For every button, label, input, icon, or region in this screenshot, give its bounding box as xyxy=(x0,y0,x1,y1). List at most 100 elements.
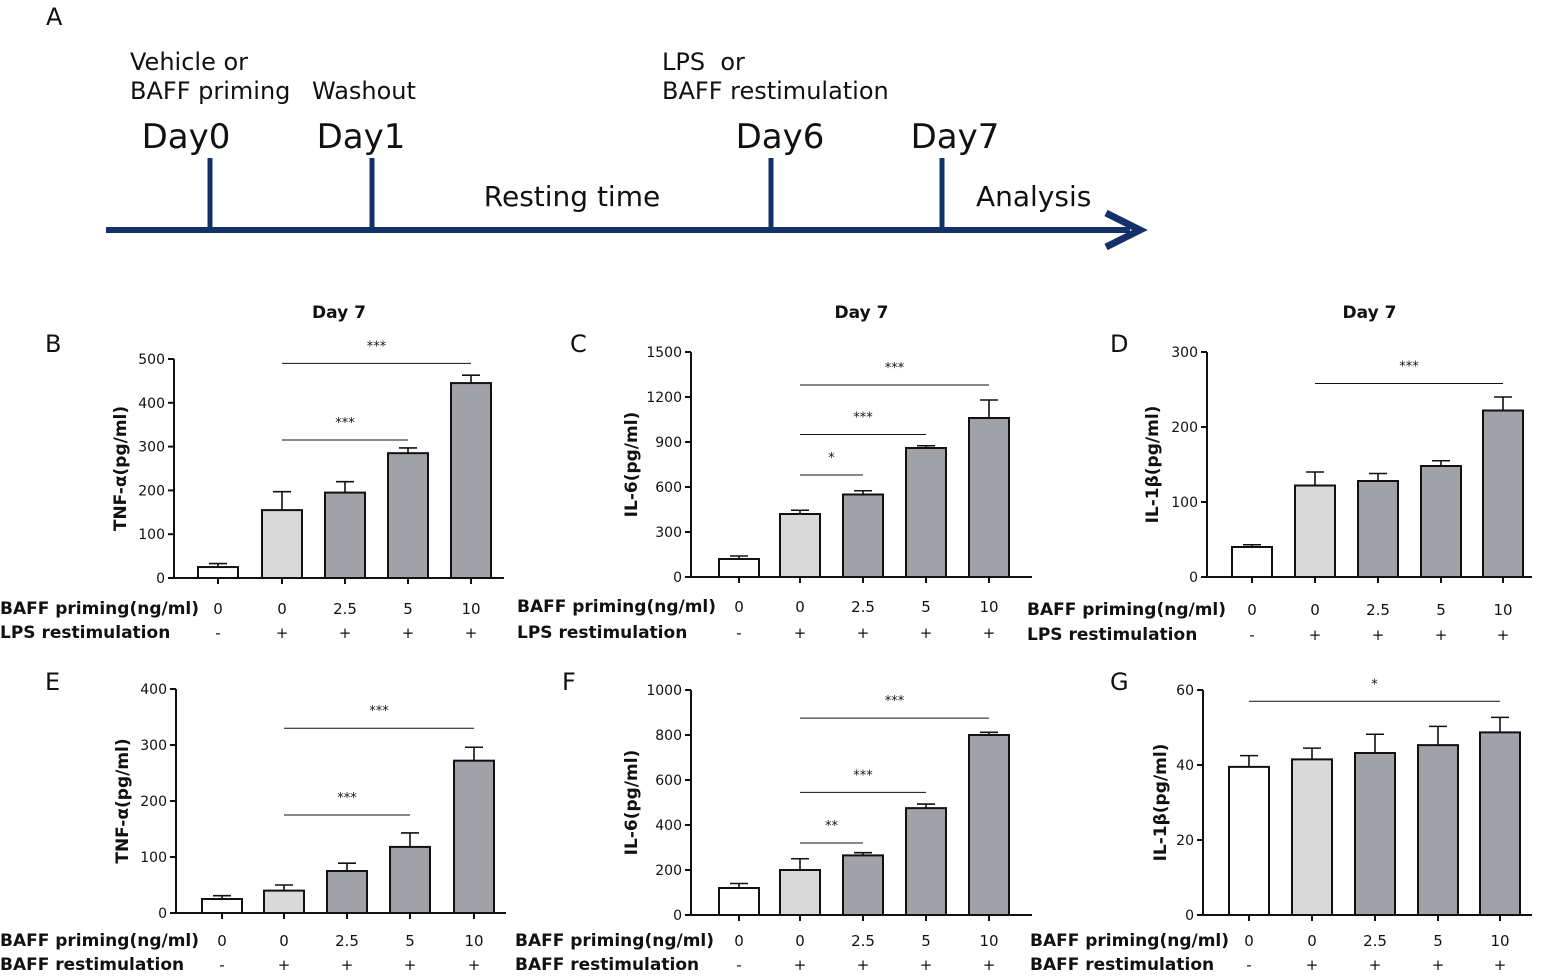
condition-value: + xyxy=(920,956,933,974)
y-tick-label: 600 xyxy=(655,480,682,496)
condition-value: 2.5 xyxy=(335,932,359,950)
bar xyxy=(842,493,884,578)
condition-value: - xyxy=(736,956,741,974)
day0-label: Day0 xyxy=(142,117,231,157)
significance-label: *** xyxy=(853,768,873,783)
condition-row-label: BAFF priming(ng/ml) xyxy=(0,599,199,619)
day1-note: Washout xyxy=(312,77,416,105)
chart-title: Day 7 xyxy=(1343,303,1397,323)
condition-value: + xyxy=(404,956,417,974)
bar xyxy=(389,845,431,914)
condition-value: 0 xyxy=(217,932,227,950)
y-tick-label: 1500 xyxy=(646,345,682,361)
condition-value: 2.5 xyxy=(333,600,357,618)
y-axis-label: TNF-α(pg/ml) xyxy=(113,738,133,863)
significance-label: *** xyxy=(337,791,357,806)
y-axis-label: IL-6(pg/ml) xyxy=(622,412,642,518)
condition-value: 2.5 xyxy=(851,932,875,950)
condition-value: + xyxy=(276,624,289,642)
condition-value: + xyxy=(339,624,352,642)
y-tick-label: 900 xyxy=(655,435,682,451)
chart-title: Day 7 xyxy=(312,303,366,323)
y-axis-label: IL-1β(pg/ml) xyxy=(1151,744,1171,862)
condition-row-label: LPS restimulation xyxy=(0,623,170,643)
bar xyxy=(1231,546,1273,578)
y-axis-label: IL-6(pg/ml) xyxy=(622,750,642,856)
condition-value: 10 xyxy=(1493,601,1512,619)
y-tick-label: 200 xyxy=(138,483,165,499)
significance-label: *** xyxy=(885,361,905,376)
bar xyxy=(1482,409,1524,578)
bar xyxy=(1354,752,1396,916)
bar xyxy=(718,558,760,578)
timeline-panel: A Vehicle or BAFF priming Washout LPS or… xyxy=(46,3,1148,251)
condition-value: 0 xyxy=(1307,932,1317,950)
significance-label: *** xyxy=(885,694,905,709)
y-tick-label: 100 xyxy=(138,527,165,543)
condition-value: - xyxy=(219,956,224,974)
significance-label: ** xyxy=(825,819,839,834)
condition-value: 10 xyxy=(979,932,998,950)
condition-row-label: BAFF restimulation xyxy=(1030,955,1214,975)
y-tick-label: 300 xyxy=(140,738,167,754)
condition-value: + xyxy=(468,956,481,974)
y-tick-label: 100 xyxy=(1171,495,1198,511)
condition-value: 5 xyxy=(403,600,413,618)
bar xyxy=(1357,480,1399,578)
condition-value: + xyxy=(1306,956,1319,974)
resting-time-label: Resting time xyxy=(484,180,660,213)
condition-value: - xyxy=(736,624,741,642)
chart-panel-g: G IL-1β(pg/ml) 0 20 40 60 * BAFF priming(ng/ml)… xyxy=(1030,668,1532,975)
y-tick-label: 0 xyxy=(673,908,682,924)
y-tick-label: 1200 xyxy=(646,390,682,406)
condition-row-label: BAFF restimulation xyxy=(515,955,699,975)
bar xyxy=(326,870,368,914)
bar xyxy=(324,491,366,579)
y-tick-label: 200 xyxy=(655,863,682,879)
condition-value: 5 xyxy=(921,932,931,950)
panel-letter-a: A xyxy=(46,3,63,31)
condition-value: + xyxy=(1309,626,1322,644)
condition-value: + xyxy=(278,956,291,974)
day6-label: Day6 xyxy=(736,117,825,157)
significance-label: *** xyxy=(335,416,355,431)
bar xyxy=(779,513,821,578)
condition-row-label: LPS restimulation xyxy=(517,623,687,643)
condition-value: 0 xyxy=(277,600,287,618)
condition-value: + xyxy=(983,624,996,642)
y-tick-label: 0 xyxy=(1185,908,1194,924)
day0-note-line2: BAFF priming xyxy=(130,77,290,105)
bar xyxy=(718,887,760,916)
condition-value: + xyxy=(857,624,870,642)
panel-letter-b: B xyxy=(45,330,61,358)
condition-value: + xyxy=(1435,626,1448,644)
y-axis-label: TNF-α(pg/ml) xyxy=(111,406,131,531)
condition-row-label: BAFF priming(ng/ml) xyxy=(517,597,716,617)
bar xyxy=(1420,465,1462,578)
y-tick-label: 200 xyxy=(1171,420,1198,436)
day7-label: Day7 xyxy=(911,117,1000,157)
y-tick-label: 400 xyxy=(138,396,165,412)
condition-value: 0 xyxy=(279,932,289,950)
condition-value: + xyxy=(1494,956,1507,974)
significance-label: *** xyxy=(367,339,387,354)
condition-value: 0 xyxy=(213,600,223,618)
condition-value: 5 xyxy=(405,932,415,950)
y-axis-label: IL-1β(pg/ml) xyxy=(1143,406,1163,524)
condition-value: + xyxy=(402,624,415,642)
bar xyxy=(197,566,239,579)
bar xyxy=(905,807,947,916)
significance-label: *** xyxy=(853,411,873,426)
y-tick-label: 60 xyxy=(1176,683,1194,699)
y-tick-label: 300 xyxy=(1171,345,1198,361)
condition-value: 0 xyxy=(1310,601,1320,619)
condition-value: 10 xyxy=(461,600,480,618)
panel-letter-e: E xyxy=(45,668,60,696)
condition-value: + xyxy=(1497,626,1510,644)
day6-note-line2: BAFF restimulation xyxy=(662,77,889,105)
y-tick-label: 300 xyxy=(138,440,165,456)
condition-value: + xyxy=(983,956,996,974)
